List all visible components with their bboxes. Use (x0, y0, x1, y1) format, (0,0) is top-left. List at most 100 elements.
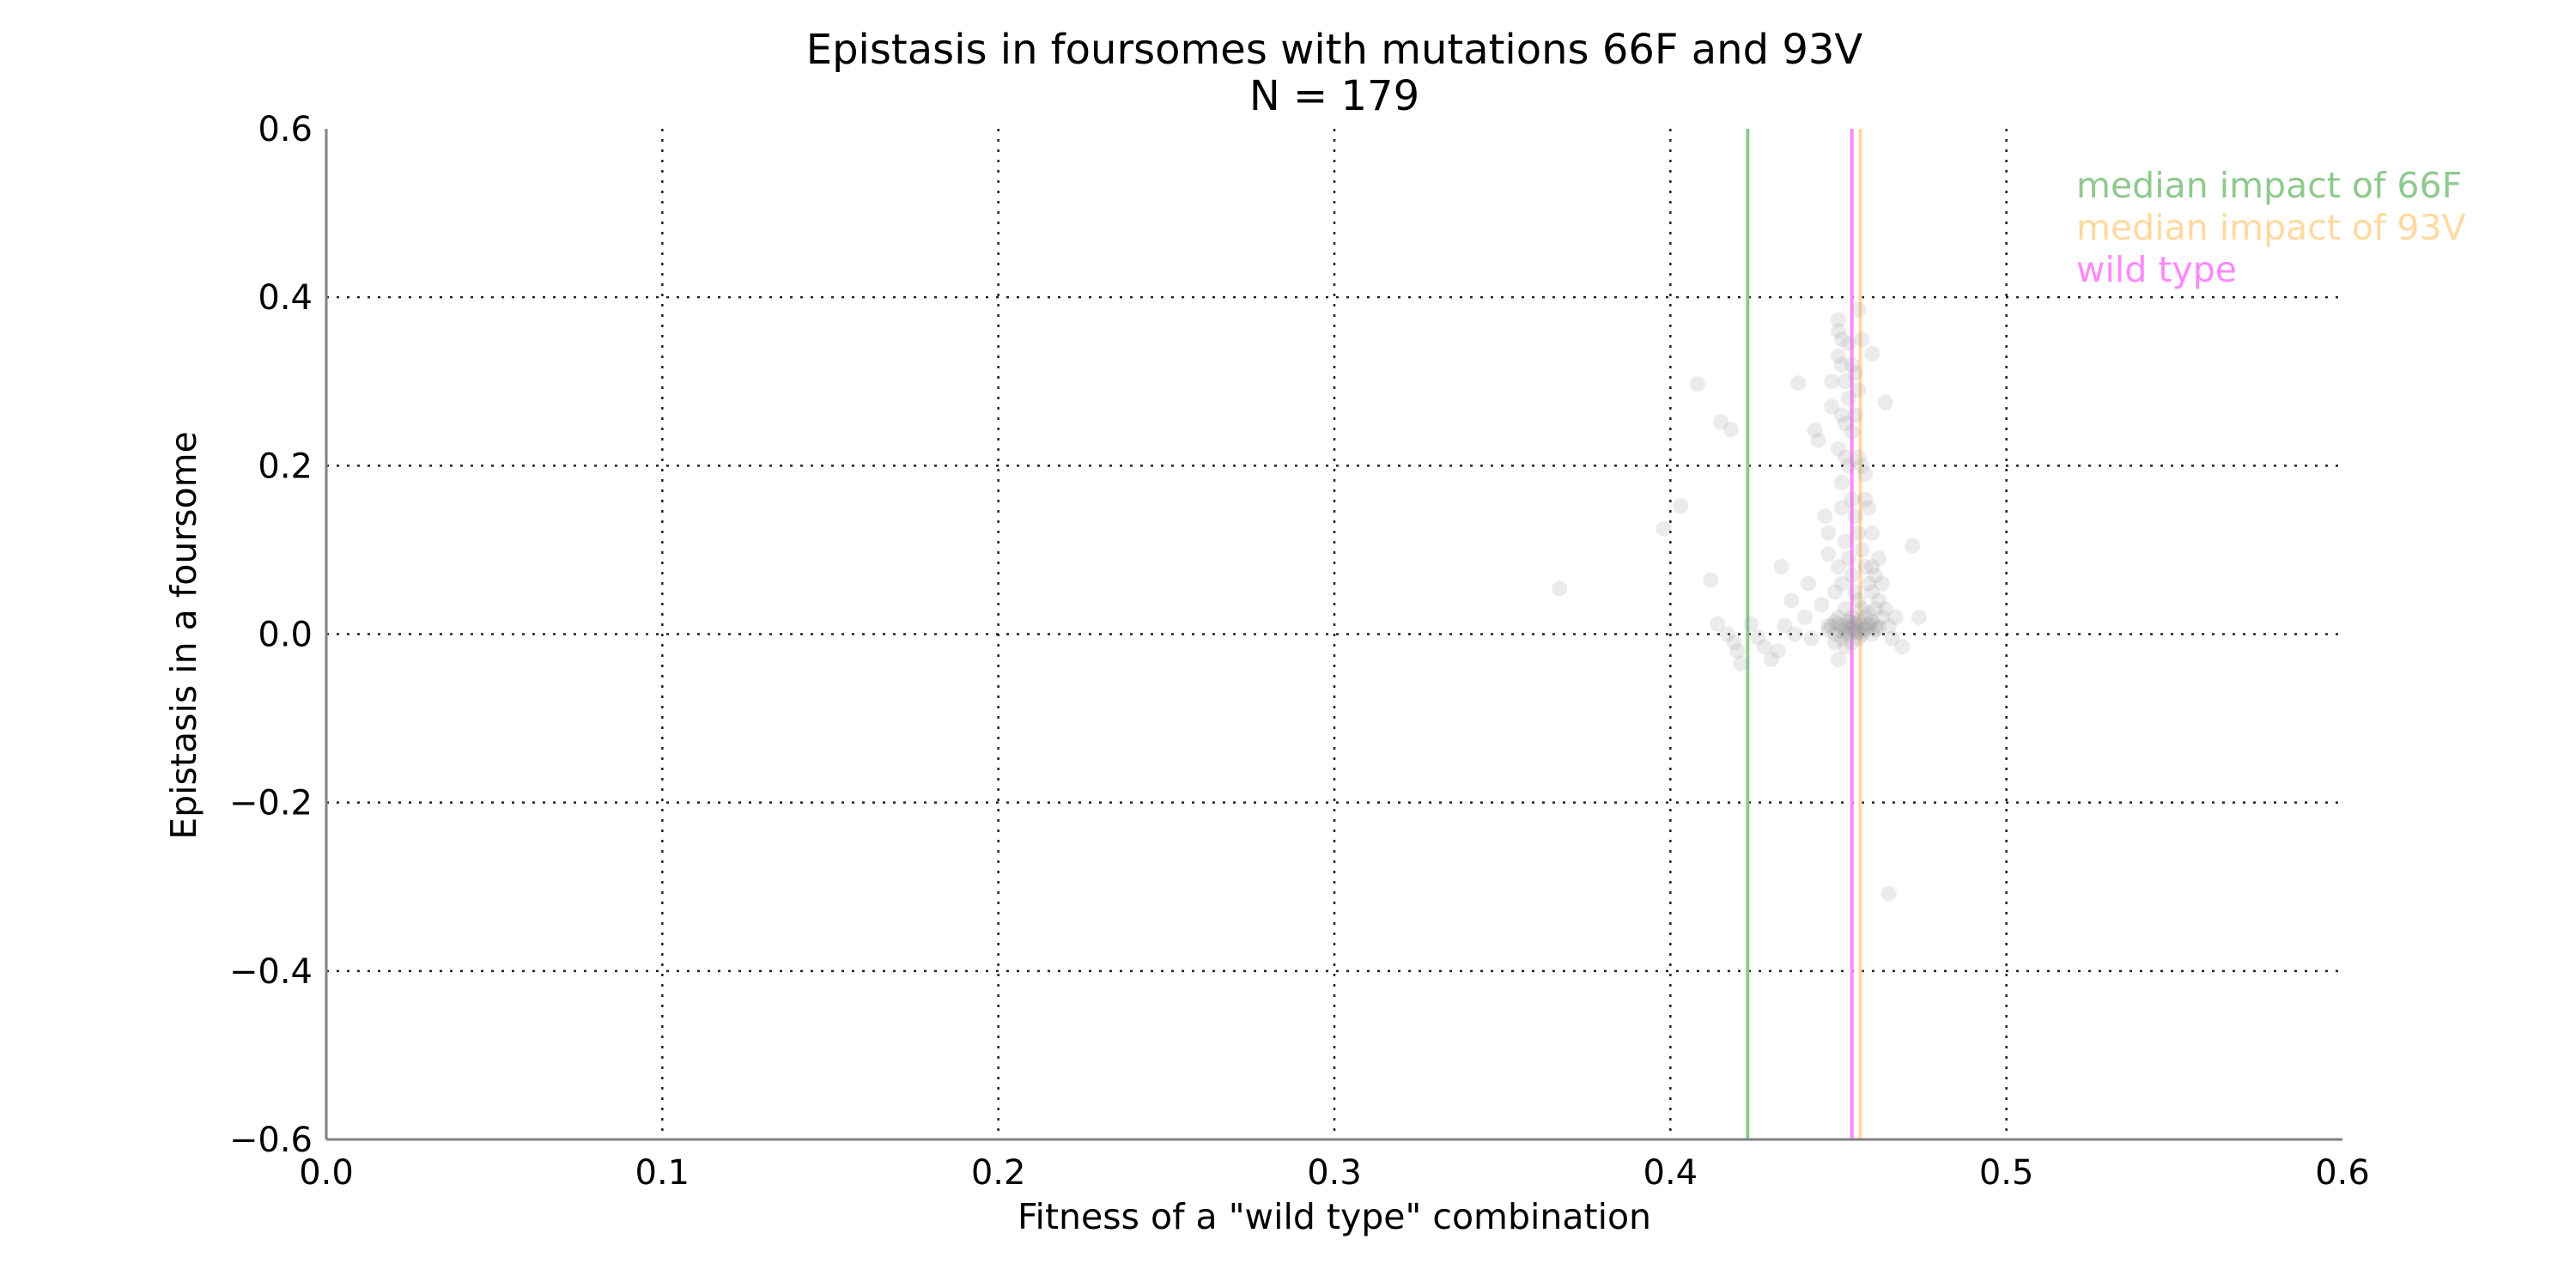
data-point (1833, 623, 1850, 639)
data-point (1868, 617, 1884, 634)
data-point (1833, 575, 1850, 592)
y-tick-label: 0.0 (258, 616, 313, 655)
data-point (1689, 376, 1705, 392)
data-point (1850, 613, 1867, 629)
data-point (1864, 626, 1880, 642)
y-tick-label: 0.6 (258, 110, 313, 149)
data-point (1820, 525, 1837, 541)
data-point (1837, 449, 1853, 465)
data-point (1831, 559, 1846, 575)
data-point (1656, 520, 1672, 537)
grid-lines (326, 129, 2342, 1139)
data-point (1833, 474, 1850, 490)
data-point (1827, 584, 1844, 600)
data-point (1770, 643, 1786, 659)
data-point (1847, 624, 1863, 641)
data-point (1831, 312, 1846, 328)
data-point (1857, 466, 1874, 483)
data-point (1847, 407, 1863, 423)
data-point (1861, 605, 1877, 621)
data-point (1861, 618, 1877, 635)
data-point (1756, 639, 1772, 655)
data-point (1854, 458, 1870, 474)
y-tick-label: 0.2 (258, 447, 313, 486)
y-tick-labels: 0.6 0.4 0.2 0.0 −0.2 −0.4 −0.6 (229, 110, 313, 1160)
y-tick-label: −0.4 (229, 952, 313, 992)
data-point (1820, 617, 1837, 634)
data-point (1840, 336, 1856, 352)
data-point (1840, 390, 1856, 406)
x-tick-label: 0.1 (635, 1153, 690, 1193)
data-point (1814, 597, 1830, 613)
data-point (1864, 613, 1880, 629)
data-point (1850, 382, 1867, 398)
data-point (1824, 374, 1840, 390)
data-point (1870, 592, 1886, 609)
data-point (1854, 601, 1870, 617)
data-point (1777, 617, 1793, 634)
axes (325, 129, 2342, 1141)
x-tick-label: 0.2 (971, 1153, 1026, 1193)
data-point (1844, 609, 1860, 625)
data-point (1880, 617, 1897, 634)
data-point (1783, 592, 1800, 609)
data-point (1831, 348, 1846, 364)
data-point (1847, 584, 1863, 600)
data-point (1854, 542, 1870, 558)
data-point (1857, 491, 1874, 507)
data-point (1870, 550, 1886, 567)
data-point (1827, 635, 1844, 651)
y-tick-label: −0.6 (229, 1121, 313, 1160)
data-point (1743, 616, 1759, 632)
data-point (1833, 500, 1850, 516)
data-point (1877, 601, 1893, 617)
data-point (1817, 508, 1833, 525)
data-point (1824, 398, 1840, 415)
data-point (1719, 626, 1735, 642)
chart-subtitle: N = 179 (1249, 72, 1419, 120)
x-axis-label: Fitness of a "wild type" combination (1018, 1196, 1651, 1237)
data-point (1807, 422, 1823, 439)
data-point (1790, 375, 1807, 392)
data-point (1833, 331, 1850, 348)
data-point (1840, 613, 1856, 629)
data-point (1824, 617, 1840, 634)
data-point (1729, 643, 1746, 659)
data-point (1857, 609, 1874, 625)
data-point (1831, 609, 1846, 625)
data-point (1844, 619, 1860, 635)
data-point (1850, 449, 1867, 465)
data-point (1837, 416, 1853, 432)
data-point (1864, 584, 1880, 600)
data-point (1722, 422, 1739, 438)
data-point (1850, 301, 1867, 318)
data-points (1552, 301, 1927, 902)
chart-title: Epistasis in foursomes with mutations 66… (806, 26, 1863, 74)
data-point (1827, 626, 1844, 642)
data-point (1844, 635, 1860, 651)
legend-entry-0: median impact of 66F (2076, 165, 2462, 206)
data-point (1833, 617, 1850, 634)
y-axis-label: Epistasis in a foursome (163, 431, 204, 840)
data-point (1877, 394, 1893, 410)
data-point (1864, 345, 1880, 361)
data-point (1840, 618, 1856, 635)
data-point (1864, 525, 1880, 541)
data-point (1787, 626, 1803, 642)
data-point (1820, 622, 1837, 638)
data-point (1827, 613, 1844, 629)
data-point (1854, 626, 1870, 642)
data-point (1837, 533, 1853, 550)
data-point (1868, 622, 1884, 638)
reference-lines (1746, 129, 1862, 1139)
data-point (1833, 407, 1850, 423)
data-point (1857, 559, 1874, 575)
data-point (1840, 550, 1856, 567)
data-point (1833, 356, 1850, 373)
data-point (1870, 619, 1886, 635)
data-point (1854, 617, 1870, 634)
y-tick-label: 0.4 (258, 278, 313, 318)
data-point (1894, 639, 1911, 655)
